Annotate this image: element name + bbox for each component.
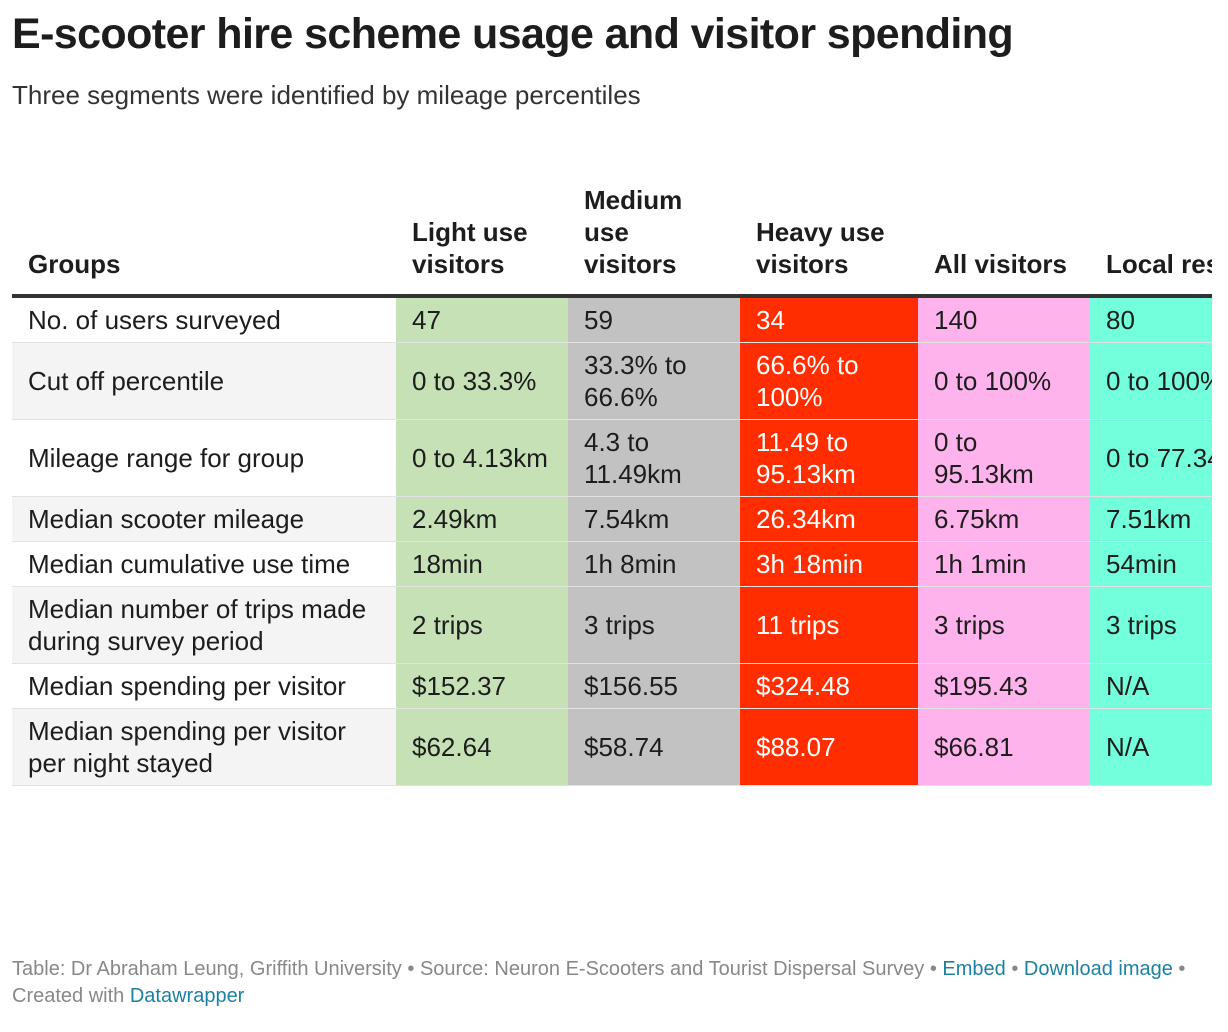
cell-local: 80 xyxy=(1090,296,1212,343)
cell-heavy: 11 trips xyxy=(740,586,918,664)
cell-heavy: $324.48 xyxy=(740,663,918,709)
cell-all: $195.43 xyxy=(918,663,1090,709)
cell-medium: $156.55 xyxy=(568,663,740,709)
cell-local: N/A xyxy=(1090,708,1212,786)
column-header-groups: Groups xyxy=(12,158,396,298)
table-row: Median number of trips made during surve… xyxy=(12,586,1212,664)
footer-separator: • xyxy=(929,958,943,980)
cell-all: 0 to 95.13km xyxy=(918,419,1090,497)
table-row: Median cumulative use time 18min 1h 8min… xyxy=(12,541,1212,587)
column-header-light-use: Light use visitors xyxy=(396,158,568,298)
cell-local: 3 trips xyxy=(1090,586,1212,664)
cell-all: 6.75km xyxy=(918,496,1090,542)
footer-separator: • xyxy=(1178,958,1186,980)
row-label: Median scooter mileage xyxy=(12,496,396,542)
cell-heavy: 3h 18min xyxy=(740,541,918,587)
table-row: No. of users surveyed 47 59 34 140 80 xyxy=(12,296,1212,343)
row-label: Median cumulative use time xyxy=(12,541,396,587)
cell-light: 2 trips xyxy=(396,586,568,664)
cell-local: 7.51km xyxy=(1090,496,1212,542)
data-table-wrapper: Groups Light use visitors Medium use vis… xyxy=(12,158,1212,918)
chart-subtitle: Three segments were identified by mileag… xyxy=(12,80,641,110)
cell-light: 18min xyxy=(396,541,568,587)
cell-all: 140 xyxy=(918,296,1090,343)
chart-footer: Table: Dr Abraham Leung, Griffith Univer… xyxy=(12,956,1212,1010)
cell-medium: 1h 8min xyxy=(568,541,740,587)
table-row: Median spending per visitor per night st… xyxy=(12,708,1212,786)
column-header-all-visitors: All visitors xyxy=(918,158,1090,298)
table-row: Median spending per visitor $152.37 $156… xyxy=(12,663,1212,709)
cell-all: 0 to 100% xyxy=(918,342,1090,420)
footer-created-with: Created with xyxy=(12,985,125,1007)
footer-source: Source: Neuron E-Scooters and Tourist Di… xyxy=(419,958,925,980)
table-row: Median scooter mileage 2.49km 7.54km 26.… xyxy=(12,496,1212,542)
cell-light: 47 xyxy=(396,296,568,343)
table-row: Mileage range for group 0 to 4.13km 4.3 … xyxy=(12,419,1212,497)
row-label: Median spending per visitor per night st… xyxy=(12,708,396,786)
column-header-medium-use: Medium use visitors xyxy=(568,158,740,298)
cell-local: 0 to 100% xyxy=(1090,342,1212,420)
row-label: Median spending per visitor xyxy=(12,663,396,709)
cell-heavy: $88.07 xyxy=(740,708,918,786)
cell-light: 0 to 4.13km xyxy=(396,419,568,497)
cell-heavy: 66.6% to 100% xyxy=(740,342,918,420)
footer-separator: • xyxy=(1011,958,1024,980)
datawrapper-link[interactable]: Datawrapper xyxy=(129,985,245,1007)
download-image-link[interactable]: Download image xyxy=(1023,958,1173,980)
cell-heavy: 11.49 to 95.13km xyxy=(740,419,918,497)
data-table: Groups Light use visitors Medium use vis… xyxy=(12,158,1212,786)
cell-light: $62.64 xyxy=(396,708,568,786)
cell-all: 1h 1min xyxy=(918,541,1090,587)
footer-separator: • xyxy=(407,958,420,980)
row-label: Mileage range for group xyxy=(12,419,396,497)
row-label: Cut off percentile xyxy=(12,342,396,420)
column-header-heavy-use: Heavy use visitors xyxy=(740,158,918,298)
table-header-row: Groups Light use visitors Medium use vis… xyxy=(12,158,1212,298)
cell-light: 2.49km xyxy=(396,496,568,542)
footer-credit: Table: Dr Abraham Leung, Griffith Univer… xyxy=(12,958,402,980)
cell-heavy: 26.34km xyxy=(740,496,918,542)
cell-medium: 7.54km xyxy=(568,496,740,542)
cell-light: $152.37 xyxy=(396,663,568,709)
cell-local: 54min xyxy=(1090,541,1212,587)
cell-all: 3 trips xyxy=(918,586,1090,664)
column-header-local-residents: Local residents xyxy=(1090,158,1212,298)
cell-medium: 33.3% to 66.6% xyxy=(568,342,740,420)
chart-title: E-scooter hire scheme usage and visitor … xyxy=(12,10,1014,58)
embed-link[interactable]: Embed xyxy=(942,958,1006,980)
table-row: Cut off percentile 0 to 33.3% 33.3% to 6… xyxy=(12,342,1212,420)
cell-local: N/A xyxy=(1090,663,1212,709)
cell-medium: $58.74 xyxy=(568,708,740,786)
cell-light: 0 to 33.3% xyxy=(396,342,568,420)
cell-medium: 4.3 to 11.49km xyxy=(568,419,740,497)
cell-all: $66.81 xyxy=(918,708,1090,786)
cell-medium: 3 trips xyxy=(568,586,740,664)
cell-heavy: 34 xyxy=(740,296,918,343)
row-label: No. of users surveyed xyxy=(12,296,396,343)
row-label: Median number of trips made during surve… xyxy=(12,586,396,664)
cell-local: 0 to 77.34km xyxy=(1090,419,1212,497)
cell-medium: 59 xyxy=(568,296,740,343)
